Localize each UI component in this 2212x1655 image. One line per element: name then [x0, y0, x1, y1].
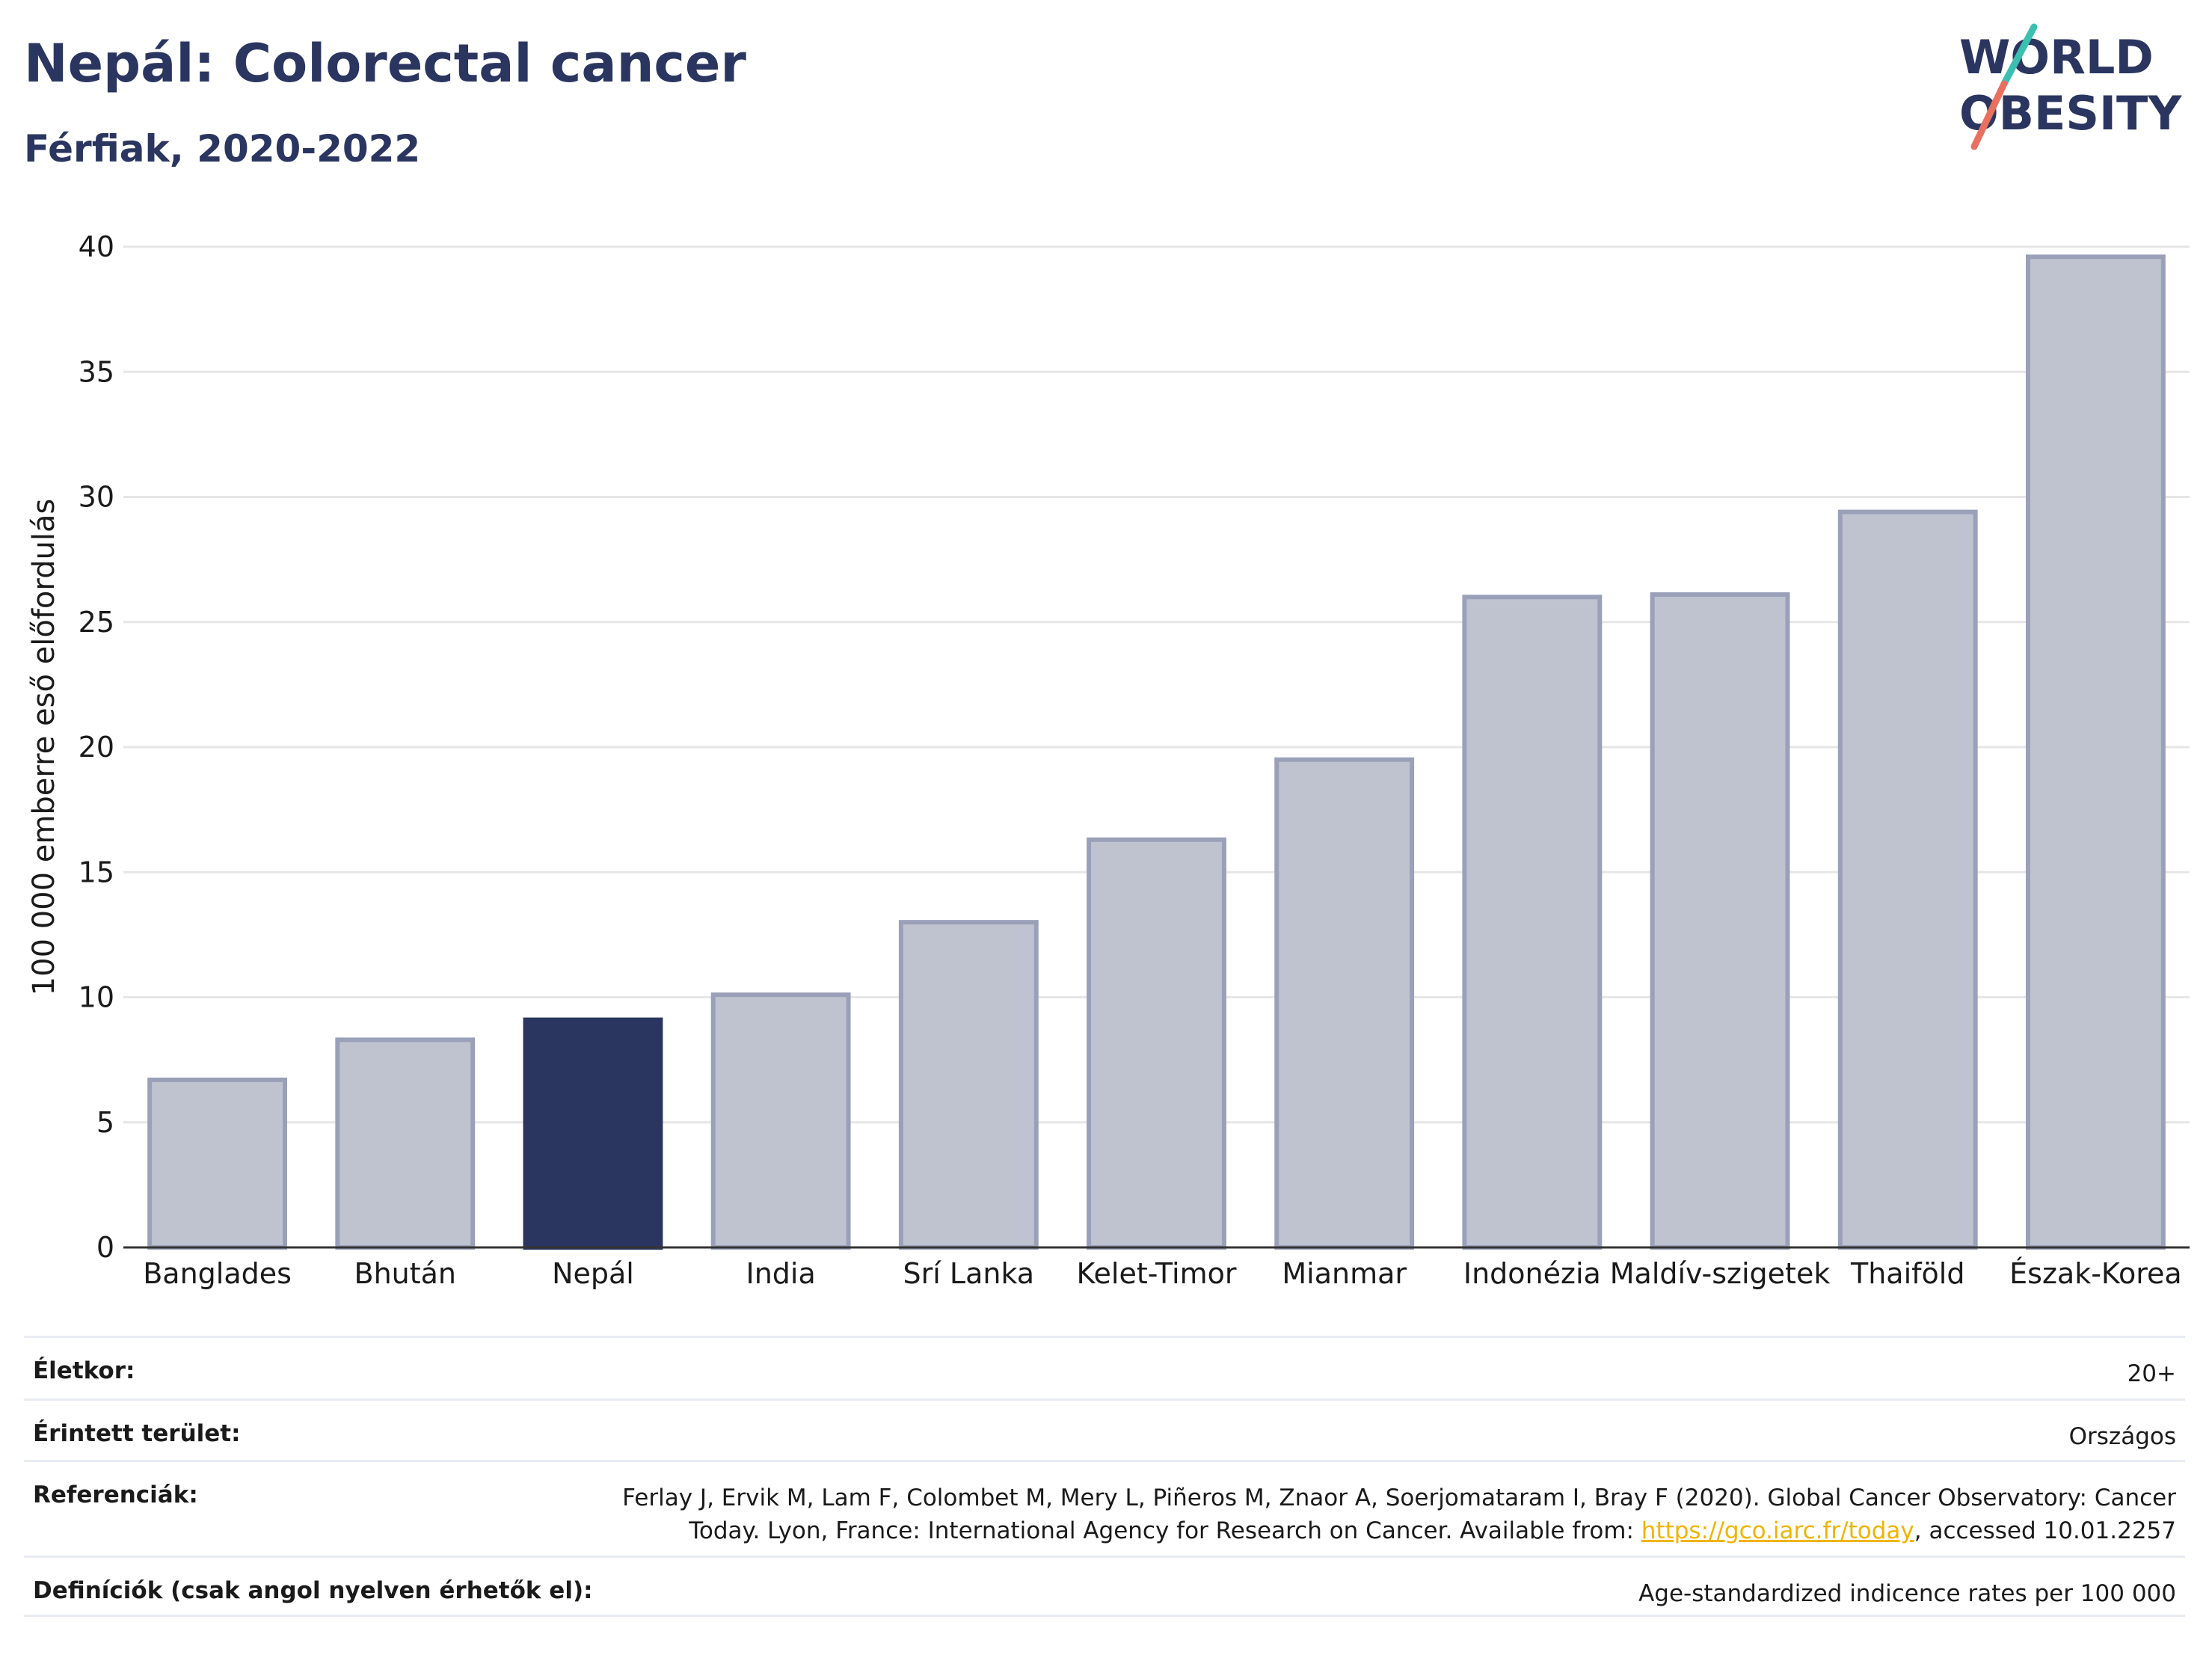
- age-label: Életkor:: [33, 1357, 135, 1384]
- bar-észak-korea: [2025, 254, 2166, 1250]
- x-tick-label: Nepál: [552, 1257, 634, 1290]
- references-value: Ferlay J, Ervik M, Lam F, Colombet M, Me…: [606, 1481, 2176, 1547]
- x-tick-label: Mianmar: [1282, 1257, 1407, 1290]
- y-tick-label: 35: [79, 355, 114, 388]
- y-tick-label: 30: [79, 481, 114, 514]
- y-tick-label: 40: [79, 230, 114, 263]
- y-tick-label: 20: [79, 731, 114, 764]
- area-label: Érintett terület:: [33, 1420, 241, 1447]
- x-tick-label: Srí Lanka: [903, 1257, 1035, 1290]
- y-axis-title: 100 000 emberre eső előfordulás: [27, 499, 61, 996]
- logo-slash-top-icon: [2000, 23, 2038, 87]
- bar-mianmar: [1274, 757, 1415, 1250]
- references-text-2: , accessed 10.01.2257: [1914, 1517, 2176, 1544]
- bar-nepál: [523, 1017, 663, 1250]
- x-tick-label: Bhután: [354, 1257, 457, 1290]
- bar-thaiföld: [1837, 509, 1978, 1250]
- bar-bhután: [335, 1037, 476, 1250]
- definitions-label: Definíciók (csak angol nyelven érhetők e…: [33, 1577, 593, 1604]
- references-link[interactable]: https://gco.iarc.fr/today: [1641, 1517, 1914, 1544]
- x-tick-label: Észak-Korea: [2009, 1257, 2182, 1290]
- page-subtitle: Férfiak, 2020-2022: [24, 127, 421, 171]
- bar-banglades: [147, 1077, 288, 1250]
- x-tick-label: India: [746, 1257, 816, 1290]
- definitions-value: Age-standardized indicence rates per 100…: [1638, 1580, 2176, 1607]
- x-tick-label: Thaiföld: [1850, 1257, 1964, 1290]
- x-tick-label: Maldív-szigetek: [1610, 1257, 1831, 1290]
- x-tick-label: Banglades: [143, 1257, 292, 1290]
- y-tick-label: 25: [79, 606, 114, 639]
- bar-maldív-szigetek: [1650, 592, 1790, 1250]
- y-tick-label: 15: [79, 856, 114, 888]
- logo-text-line1: WORLD: [1959, 30, 2154, 85]
- references-label: Referenciák:: [33, 1481, 198, 1508]
- metadata-table: Életkor: 20+ Érintett terület: Országos …: [24, 1336, 2185, 1617]
- bar-india: [710, 992, 851, 1250]
- area-value: Országos: [2068, 1423, 2176, 1450]
- meta-row-definitions: Definíciók (csak angol nyelven érhetők e…: [24, 1556, 2185, 1617]
- page-title: Nepál: Colorectal cancer: [24, 33, 746, 94]
- bar-indonézia: [1462, 595, 1603, 1250]
- x-tick-label: Kelet-Timor: [1077, 1257, 1237, 1290]
- logo-slash-bottom-icon: [1970, 80, 2008, 150]
- world-obesity-logo: WORLD OBESITY: [1959, 23, 2182, 150]
- x-tick-label: Indonézia: [1463, 1257, 1601, 1290]
- bars: [147, 254, 2166, 1250]
- bar-srí-lanka: [898, 920, 1039, 1250]
- age-value: 20+: [2127, 1360, 2176, 1387]
- references-text-1: Ferlay J, Ervik M, Lam F, Colombet M, Me…: [622, 1484, 2176, 1544]
- y-tick-label: 10: [79, 981, 114, 1014]
- axes: 0 5 10 15 20 25 30 35 40 Banglades Bhután Nepál Indi…: [79, 230, 2190, 1290]
- y-tick-label: 0: [96, 1231, 114, 1264]
- y-tick-label: 5: [96, 1106, 114, 1139]
- meta-row-age: Életkor: 20+: [24, 1336, 2185, 1398]
- bar-kelet-timor: [1087, 837, 1226, 1250]
- meta-row-area: Érintett terület: Országos: [24, 1398, 2185, 1460]
- bar-chart: 0 5 10 15 20 25 30 35 40 Banglades Bhután Nepál Indi…: [27, 230, 2190, 1290]
- meta-row-references: Referenciák: Ferlay J, Ervik M, Lam F, C…: [24, 1460, 2185, 1556]
